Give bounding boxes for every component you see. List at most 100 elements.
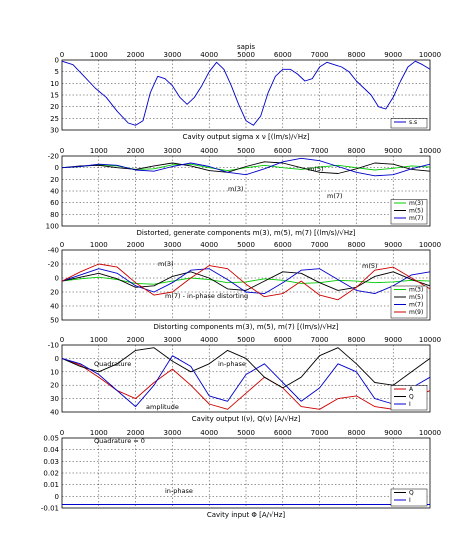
chart-annotation: in-phase xyxy=(218,360,246,368)
x-tick-label: 4000 xyxy=(200,336,218,344)
chart-annotation: m(7) - in-phase distorting xyxy=(165,292,248,300)
x-tick-label: 4000 xyxy=(200,147,218,155)
x-tick-label: 2000 xyxy=(127,241,145,249)
y-tick-label: 0 xyxy=(55,275,59,283)
x-tick-label: 9000 xyxy=(384,336,402,344)
chart-annotation: m(3) xyxy=(228,185,244,193)
series-line-m5 xyxy=(61,161,431,174)
chart-panel-1: 0 1000 2000 3000 4000 5000 6000 7000 8000 9000 100… xyxy=(50,43,441,141)
x-tick-label: 8000 xyxy=(347,51,365,59)
y-tick-label: 20 xyxy=(50,289,59,297)
x-tick-label: 1000 xyxy=(90,429,108,437)
y-tick-label: 60 xyxy=(50,199,59,207)
x-tick-label: 10000 xyxy=(419,51,441,59)
legend-box xyxy=(390,199,428,225)
legend-entry: m(5) xyxy=(409,294,423,301)
x-tick-label: 8000 xyxy=(347,147,365,155)
x-tick-label: 6000 xyxy=(274,241,292,249)
x-tick-label: 10000 xyxy=(419,429,441,437)
y-tick-label: 20 xyxy=(50,103,59,111)
legend-entry: m(3) xyxy=(409,200,423,207)
chart-annotation: in-phase xyxy=(165,487,193,495)
y-tick-label: 40 xyxy=(50,409,59,417)
legend-entry: I xyxy=(409,497,411,504)
chart-annotation: m(7) xyxy=(327,192,343,200)
chart-title: sapis xyxy=(237,43,255,51)
chart-panel-4: 0 1000 2000 3000 4000 5000 6000 7000 8000 9000 100… xyxy=(48,336,442,423)
x-tick-label: 4000 xyxy=(200,429,218,437)
legend: m(3)m(5)m(7)m(9) xyxy=(390,285,428,319)
x-tick-label: 9000 xyxy=(384,241,402,249)
x-tick-label: 0 xyxy=(60,336,64,344)
chart-annotation: m(5) xyxy=(362,262,378,270)
x-tick-label: 1000 xyxy=(90,147,108,155)
x-axis-label: Cavity input Φ [A/√Hz] xyxy=(207,511,286,519)
chart-panel-2: 0 1000 2000 3000 4000 5000 6000 7000 8000 9000 100… xyxy=(46,147,442,237)
y-tick-label: -10 xyxy=(48,342,59,350)
legend-entry: m(7) xyxy=(409,215,423,222)
x-tick-label: 6000 xyxy=(274,51,292,59)
legend: AQI xyxy=(390,385,428,411)
x-tick-label: 5000 xyxy=(237,147,255,155)
x-tick-label: 6000 xyxy=(274,147,292,155)
legend-box xyxy=(390,385,428,411)
x-tick-label: 3000 xyxy=(163,147,181,155)
legend-entry: m(5) xyxy=(409,208,423,215)
chart-panel-5: 0 1000 2000 3000 4000 5000 6000 7000 8000 9000 100… xyxy=(41,429,441,519)
y-tick-label: 0 xyxy=(55,493,59,501)
chart-annotation: m(3) xyxy=(158,260,174,268)
y-tick-label: 30 xyxy=(50,127,59,135)
chart-annotation: Quadrature = 0 xyxy=(94,437,145,445)
chart-annotation: m(5) xyxy=(308,165,324,173)
legend-entry: Q xyxy=(409,490,414,497)
chart-panel-3: 0 1000 2000 3000 4000 5000 6000 7000 8000 9000 100… xyxy=(48,241,442,331)
x-tick-label: 5000 xyxy=(237,51,255,59)
y-tick-label: -40 xyxy=(48,247,59,255)
y-tick-label: -20 xyxy=(48,261,59,269)
x-tick-label: 2000 xyxy=(127,336,145,344)
x-tick-label: 9000 xyxy=(384,429,402,437)
x-tick-label: 4000 xyxy=(200,51,218,59)
series-line-m7 xyxy=(61,268,431,295)
y-tick-label: 30 xyxy=(50,395,59,403)
y-tick-label: 0 xyxy=(55,57,59,65)
x-axis-label: Cavity output sigma x ν [(lm/s)/√Hz] xyxy=(182,133,309,141)
x-axis-label: Cavity output I(ν), Q(ν) [A/√Hz] xyxy=(192,415,301,423)
legend-box xyxy=(390,285,428,319)
x-tick-label: 3000 xyxy=(163,51,181,59)
x-tick-label: 8000 xyxy=(347,241,365,249)
y-tick-label: 40 xyxy=(50,188,59,196)
x-tick-label: 6000 xyxy=(274,429,292,437)
y-tick-label: 0.05 xyxy=(43,435,59,443)
legend-box xyxy=(390,118,428,129)
legend: s.s xyxy=(390,118,428,129)
y-tick-label: 15 xyxy=(50,92,59,100)
y-tick-label: 0.02 xyxy=(43,470,59,478)
x-tick-label: 7000 xyxy=(311,241,329,249)
y-tick-label: 0.01 xyxy=(43,481,59,489)
y-tick-label: 5 xyxy=(55,68,59,76)
y-tick-label: 25 xyxy=(50,115,59,123)
x-tick-label: 0 xyxy=(60,241,64,249)
legend: m(3)m(5)m(7) xyxy=(390,199,428,225)
x-tick-label: 5000 xyxy=(237,336,255,344)
y-tick-label: -0.01 xyxy=(41,505,59,513)
legend-entry: m(3) xyxy=(409,287,423,294)
x-tick-label: 8000 xyxy=(347,429,365,437)
chart-annotation: amplitude xyxy=(146,403,179,411)
y-tick-label: 0.03 xyxy=(43,458,59,466)
x-tick-label: 4000 xyxy=(200,241,218,249)
x-tick-label: 7000 xyxy=(311,336,329,344)
y-tick-label: -20 xyxy=(48,153,59,161)
x-tick-label: 6000 xyxy=(274,336,292,344)
y-tick-label: 10 xyxy=(50,80,59,88)
series-line-ss xyxy=(61,60,431,126)
legend-entry: Q xyxy=(409,394,414,401)
x-tick-label: 10000 xyxy=(419,147,441,155)
x-tick-label: 2000 xyxy=(127,51,145,59)
y-tick-label: 0 xyxy=(55,164,59,172)
x-axis-label: Distorted, generate components m(3), m(5… xyxy=(136,229,355,237)
legend-entry: m(7) xyxy=(409,302,423,309)
